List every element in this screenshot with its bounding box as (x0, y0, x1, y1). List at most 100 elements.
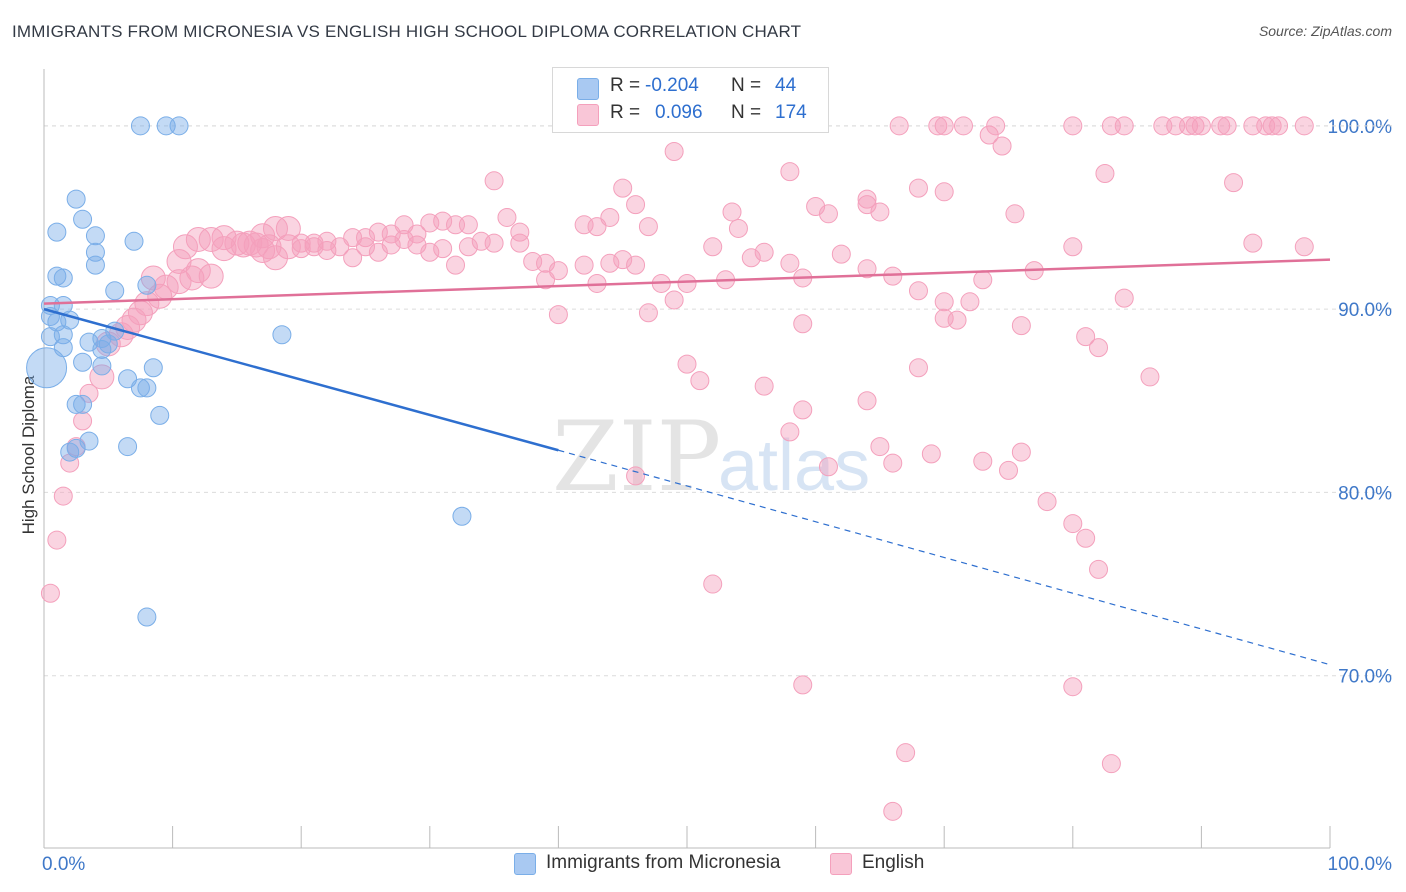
micronesia-point (73, 352, 93, 372)
micronesia-point (130, 116, 150, 136)
micronesia-point (66, 394, 86, 414)
english-point (89, 364, 115, 390)
english-point (79, 383, 99, 403)
english-point (587, 217, 607, 237)
legend-r-label-1: R = (610, 75, 641, 96)
english-point (883, 801, 903, 821)
legend-swatch-english (577, 104, 599, 126)
english-point (121, 307, 147, 333)
micronesia-point (452, 506, 472, 526)
english-point (198, 263, 224, 289)
english-point (47, 530, 67, 550)
english-point (275, 215, 301, 241)
micronesia-point (137, 607, 157, 627)
legend-n-label-1: N = (731, 75, 762, 96)
english-point (857, 189, 877, 209)
english-point (934, 116, 954, 136)
english-point (433, 211, 453, 231)
micronesia-point (85, 226, 105, 246)
english-point (889, 116, 909, 136)
english-point (992, 136, 1012, 156)
english-point (185, 226, 211, 252)
english-point (638, 217, 658, 237)
micronesia-point (272, 325, 292, 345)
english-point (53, 486, 73, 506)
english-point (250, 237, 276, 263)
english-point (1140, 367, 1160, 387)
y-tick-label: 90.0% (1338, 300, 1392, 321)
english-point (211, 236, 237, 262)
micronesia-point (92, 356, 112, 376)
english-point (754, 242, 774, 262)
english-point (291, 239, 311, 259)
english-point (831, 244, 851, 264)
english-point (979, 125, 999, 145)
english-point (1114, 116, 1134, 136)
english-point (1037, 492, 1057, 512)
english-point (986, 116, 1006, 136)
x-tick-label: 100.0% (1328, 854, 1393, 875)
y-tick-label: 100.0% (1328, 117, 1393, 138)
english-point (1269, 116, 1289, 136)
english-point (1011, 442, 1031, 462)
english-point (1005, 204, 1025, 224)
english-point (626, 466, 646, 486)
english-point (1089, 559, 1109, 579)
english-point (1243, 233, 1263, 253)
english-point (1076, 327, 1096, 347)
english-point (1294, 237, 1314, 257)
micronesia-point (26, 347, 68, 389)
english-point (754, 376, 774, 396)
english-point (230, 232, 256, 258)
english-point (510, 222, 530, 242)
english-point (1095, 163, 1115, 183)
english-point (883, 453, 903, 473)
legend-n-value-2: 174 (775, 102, 807, 123)
english-point (1294, 116, 1314, 136)
english-point (638, 303, 658, 323)
micronesia-point (66, 438, 86, 458)
english-point (1211, 116, 1231, 136)
micronesia-point (150, 405, 170, 425)
english-point (934, 292, 954, 312)
english-point (1185, 116, 1205, 136)
legend-r-label-2: R = (610, 102, 641, 123)
english-point (793, 400, 813, 420)
english-point (960, 292, 980, 312)
micronesia-point (118, 437, 138, 457)
english-point (256, 234, 282, 260)
english-point (166, 269, 192, 295)
micronesia-point (118, 369, 138, 389)
english-point (857, 195, 877, 215)
micronesia-point (137, 378, 157, 398)
english-point (275, 234, 301, 260)
english-point (497, 207, 517, 227)
legend-n-label-2: N = (731, 102, 762, 123)
micronesia-point (143, 358, 163, 378)
english-point (1217, 116, 1237, 136)
correlation-legend: R = -0.204 N = 44 R = 0.096 N = 174 (552, 67, 829, 133)
english-point (908, 178, 928, 198)
watermark-zip: ZIP (552, 401, 721, 513)
micronesia-point (53, 268, 73, 288)
english-point (1089, 338, 1109, 358)
legend-n-value-1: 44 (775, 75, 797, 96)
micronesia-point (137, 275, 157, 295)
micronesia-point (92, 339, 112, 359)
english-point (857, 259, 877, 279)
english-point (973, 270, 993, 290)
english-point (722, 202, 742, 222)
english-point (793, 675, 813, 695)
legend-r-value-2: 0.096 (655, 102, 703, 123)
english-point (458, 215, 478, 235)
english-point (613, 178, 633, 198)
micronesia-point (130, 378, 150, 398)
english-point (664, 141, 684, 161)
english-point (613, 250, 633, 270)
english-point (317, 240, 337, 260)
english-point (356, 237, 375, 257)
english-point (1011, 316, 1031, 336)
english-point (330, 237, 350, 257)
english-point (883, 266, 903, 286)
